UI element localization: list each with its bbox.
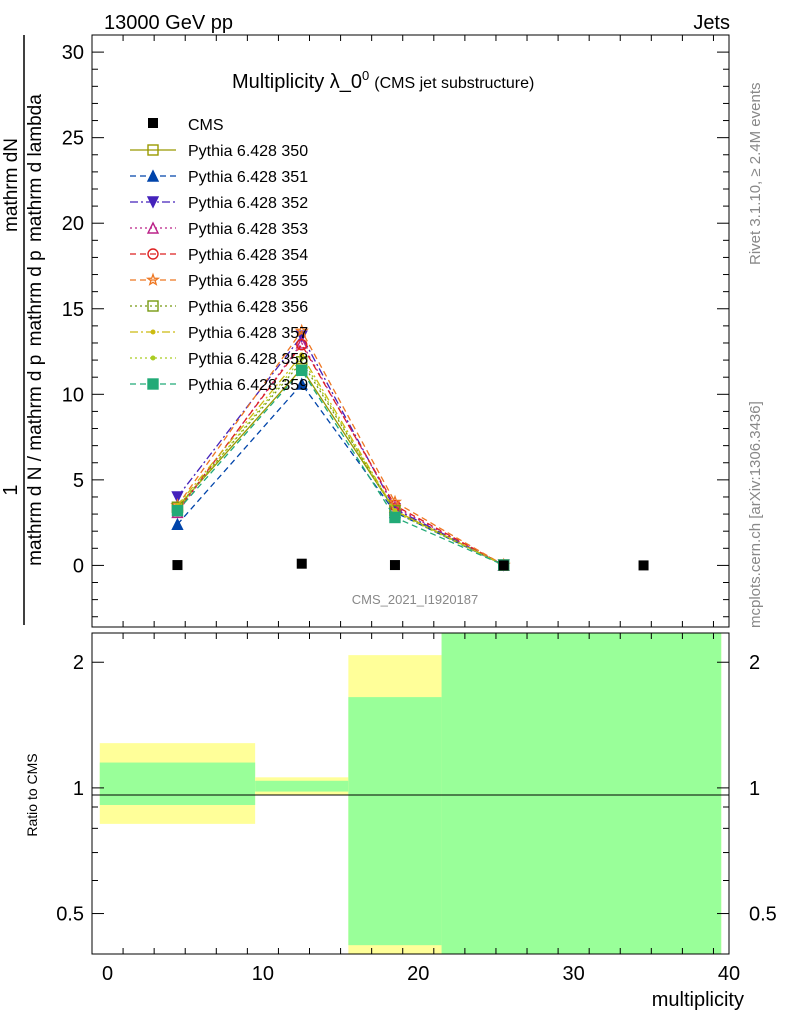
main-ytick-label: 15	[62, 299, 84, 321]
legend-marker	[145, 272, 161, 286]
series-point	[295, 377, 308, 390]
series-point	[299, 355, 305, 361]
main-plot-frame	[91, 34, 730, 628]
legend-marker	[147, 144, 159, 156]
main-ytick-label: 20	[62, 213, 84, 235]
header-energy-label: 13000 GeV pp	[104, 12, 233, 34]
legend-label: Pythia 6.428 359	[188, 377, 308, 394]
ratio-band-green	[255, 780, 349, 792]
ratio-bands	[99, 633, 722, 954]
ratio-ylabel: Ratio to CMS	[24, 753, 40, 836]
main-ytick-label: 5	[73, 470, 84, 492]
legend-marker	[147, 248, 159, 260]
cms-data-point	[389, 560, 400, 571]
cms-data-point	[172, 560, 183, 571]
main-x-ticks	[91, 35, 714, 627]
series-point	[389, 511, 401, 524]
series-line	[176, 343, 505, 566]
series-line	[177, 369, 504, 566]
plot-title: Multiplicity λ_00 (CMS jet substructure)	[232, 68, 534, 93]
legend-marker	[146, 169, 160, 182]
legend-label: Pythia 6.428 356	[188, 299, 308, 316]
legend-label: Pythia 6.428 355	[188, 273, 308, 290]
ratio-ytick-label-right: 2	[749, 652, 760, 674]
series-layer	[170, 323, 649, 572]
ratio-ytick-label: 1	[73, 778, 84, 800]
series-point	[171, 517, 184, 531]
ratio-ytick-label-right: 1	[749, 778, 760, 800]
main-ylabel-numerator: mathrm dN	[1, 138, 22, 232]
series-point	[171, 491, 184, 504]
main-ylabel: 1 mathrm dN mathrm d N / mathrm d p math…	[0, 35, 46, 625]
ratio-xtick-label: 0	[102, 963, 113, 985]
main-ytick-label: 25	[62, 128, 84, 150]
ratio-plot-frame	[91, 632, 730, 955]
cms-data	[172, 558, 649, 571]
legend-label: Pythia 6.428 352	[188, 195, 308, 212]
mcplots-source-label: mcplots.cern.ch [arXiv:1306.3436]	[747, 401, 764, 628]
cms-data-point	[498, 560, 509, 571]
series-point	[171, 504, 184, 517]
series-line	[176, 357, 504, 566]
legend-marker	[150, 355, 156, 361]
series-point	[295, 336, 308, 349]
ratio-xtick-label: 30	[563, 963, 585, 985]
ratio-xtick-label: 10	[252, 963, 274, 985]
legend-label: Pythia 6.428 353	[188, 221, 308, 238]
ratio-ytick-label-right: 0.5	[749, 904, 777, 926]
legend-label: Pythia 6.428 350	[188, 143, 308, 160]
ratio-ytick-label: 2	[73, 652, 84, 674]
ratio-band-green	[441, 633, 722, 954]
cms-data-point	[296, 558, 307, 569]
ratio-band-green	[99, 762, 256, 805]
main-ylabel-one: 1	[0, 484, 22, 495]
series-line	[177, 382, 504, 566]
rivet-version-label: Rivet 3.1.10, ≥ 2.4M events	[747, 83, 764, 266]
header-jets-label: Jets	[693, 12, 730, 34]
legend-marker	[147, 378, 159, 390]
legend: CMS Pythia 6.428 350 Pythia 6.428 351 Pythi…	[130, 117, 308, 394]
main-ytick-label: 10	[62, 384, 84, 406]
legend-marker	[147, 300, 159, 312]
cms-data-point	[638, 560, 649, 571]
ratio-x-axis: 0 10 20 30 40	[91, 633, 740, 985]
series-line	[177, 367, 504, 566]
legend-marker	[146, 221, 160, 234]
legend-label: Pythia 6.428 358	[188, 351, 308, 368]
main-ylabel-denominator: mathrm d N / mathrm d p mathrm d p mathr…	[25, 94, 46, 566]
ratio-ytick-label: 0.5	[56, 904, 84, 926]
ratio-xtick-label: 20	[407, 963, 429, 985]
series-line	[176, 334, 504, 566]
ratio-band-green	[348, 697, 442, 946]
ratio-y-axis: 0.5 0.5 1 1 2 2	[56, 652, 777, 925]
series-point	[296, 364, 308, 377]
main-ytick-label: 30	[62, 42, 84, 64]
series-point	[387, 494, 403, 509]
main-ytick-label: 0	[73, 555, 84, 577]
ratio-xtick-label: 40	[718, 963, 740, 985]
x-axis-label: multiplicity	[652, 989, 744, 1011]
series-point	[294, 323, 309, 337]
series-line	[176, 329, 505, 566]
legend-cms-marker	[148, 118, 158, 128]
legend-cms-label: CMS	[188, 117, 224, 134]
legend-marker	[146, 196, 160, 209]
legend-label: Pythia 6.428 351	[188, 169, 308, 186]
legend-marker	[150, 329, 156, 335]
series-line	[176, 353, 504, 566]
analysis-watermark: CMS_2021_I1920187	[352, 592, 479, 607]
legend-label: Pythia 6.428 357	[188, 325, 308, 342]
series-point	[296, 338, 308, 351]
main-y-axis: 0 5 10 15 20 25 30	[62, 34, 729, 618]
legend-label: Pythia 6.428 354	[188, 247, 308, 264]
